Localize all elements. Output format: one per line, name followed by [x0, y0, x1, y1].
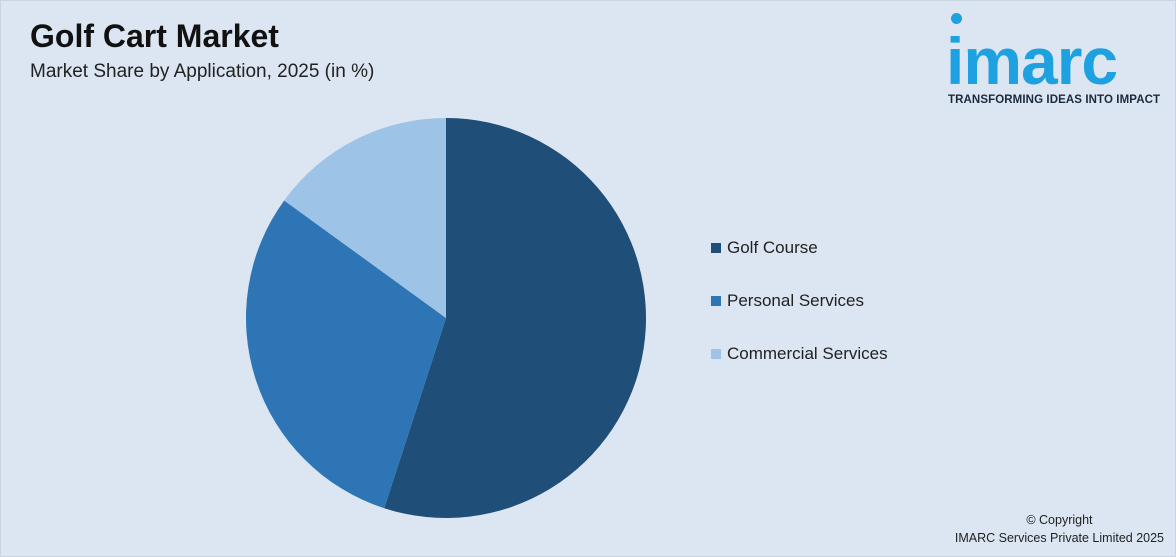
chart-subtitle: Market Share by Application, 2025 (in %)	[30, 61, 375, 82]
legend-label: Commercial Services	[727, 343, 888, 363]
imarc-logo: imarc TRANSFORMING IDEAS INTO IMPACT	[946, 12, 1172, 112]
legend-item-personal-services: Personal Services	[711, 287, 888, 314]
legend-item-golf-course: Golf Course	[711, 234, 888, 261]
copyright-notice: © Copyright IMARC Services Private Limit…	[955, 511, 1164, 547]
logo-dot-icon	[951, 13, 962, 24]
copyright-company: IMARC Services Private Limited 2025	[954, 531, 1164, 545]
pie-slice-personal-services	[245, 200, 446, 509]
legend-swatch	[711, 295, 721, 306]
legend-label: Golf Course	[727, 237, 818, 257]
logo-wordmark: imarc	[946, 24, 1118, 98]
pie-slice-golf-course	[384, 118, 646, 518]
chart-legend: Golf Course Personal Services Commercial…	[711, 234, 888, 393]
legend-item-commercial-services: Commercial Services	[711, 340, 888, 367]
logo-tagline: TRANSFORMING IDEAS INTO IMPACT	[948, 94, 1161, 106]
chart-title: Golf Cart Market	[30, 18, 279, 54]
legend-label: Personal Services	[727, 290, 865, 310]
legend-swatch	[711, 242, 721, 253]
copyright-line: © Copyright	[1026, 513, 1093, 527]
pie-slice-commercial-services	[284, 118, 446, 318]
legend-swatch	[711, 348, 721, 359]
